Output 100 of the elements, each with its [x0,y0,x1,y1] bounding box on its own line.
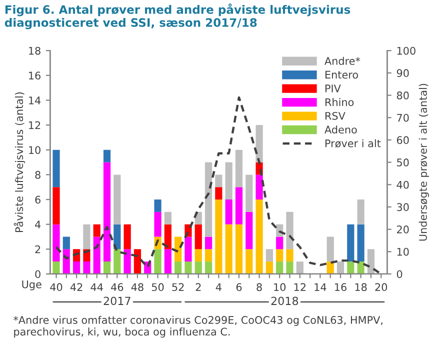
bar [347,262,354,274]
x-tick-label: 52 [172,283,184,292]
legend-label: Andre* [324,56,360,65]
y-tick-label: 12 [29,121,40,130]
bar [164,224,172,250]
y2-tick-label: 80 [396,92,409,100]
text: 2018 [271,296,298,306]
bar [93,236,100,274]
x-tick-label: 2 [196,283,201,291]
y-tick-label: 4 [35,220,41,228]
bar [256,174,263,200]
bar [225,224,232,274]
bar [174,236,182,262]
x-tick-label: 8 [256,283,262,292]
bar [93,224,100,237]
y-tick-label: 18 [29,46,40,55]
x-tick-label: 6 [236,283,242,292]
x-tick-label: 12 [294,283,306,291]
bar [174,262,182,274]
x-tick-label: 20 [375,283,388,292]
bar [164,249,172,274]
bar [215,174,222,188]
x-tick-label: 40 [50,283,62,292]
y-axis-title: Påviste luftvejsvirus (antal) [14,92,26,232]
bar [103,150,111,162]
y2-tick-label: 20 [396,226,409,234]
y-tick-label: 16 [29,72,40,80]
bar [266,262,273,274]
bar [204,249,212,262]
bar [235,187,243,224]
bar [194,224,202,250]
bar [276,262,284,274]
y2-tick-label: 100 [397,46,416,55]
y2-tick-label: 40 [396,180,409,189]
bar [194,249,202,262]
bar [256,200,263,274]
x-tick-label: 46 [111,283,124,292]
bar [114,249,121,274]
y2-tick-label: 50 [397,158,409,166]
bar [204,162,212,237]
y2-axis-title: Undersøgte prøver i alt (antal) [418,84,429,241]
bar [276,249,284,262]
bar [194,262,202,274]
legend-label: PIV [325,84,341,92]
bar [296,262,304,274]
bar [367,249,375,274]
bar [134,249,142,274]
bar [246,174,253,212]
x-tick-label: 50 [152,283,164,292]
x-tick-label: 16 [335,283,346,292]
bar [52,187,60,224]
y-tick-label: 10 [29,146,40,154]
y2-tick-label: 90 [396,69,409,78]
bar [103,262,111,274]
bar [154,200,162,212]
bar [124,224,131,250]
legend-label: Rhino [325,98,354,106]
bar [62,236,70,250]
bar [215,200,222,274]
bar [154,212,162,237]
bar [225,162,232,200]
bar [326,236,334,262]
x-tick-label: 10 [274,283,286,292]
bar [164,212,172,224]
y-tick-label: 8 [35,170,40,179]
bar [103,162,111,262]
bar [83,224,90,250]
bar [286,212,294,250]
bar [52,224,60,262]
bar [336,262,344,274]
bar [246,212,253,250]
y-tick-label: 2 [35,245,40,254]
bar [286,262,294,274]
bar [266,249,273,262]
bar [347,224,354,262]
bar [286,249,294,262]
y2-tick-label: 10 [397,248,409,256]
y2-tick-label: 0 [396,270,402,278]
x-tick-label: 44 [90,283,103,291]
chart-title: Figur 6. Antal prøver med andre påviste luftvejsvirus diagnosticeret ved SSI, sæson 2017/18 [4,3,350,30]
bar [114,174,121,224]
text: *Andre virus omfatter coronavirus Co299E, CoOC43 og CoNL63, HMPV, parechovirus, ki, wu, boca og influenza C. [14,316,382,338]
x-axis-title: Uge [22,280,42,290]
bar [184,236,192,262]
bar [83,262,90,274]
legend-label: Prøver i alt [325,139,381,148]
bar [204,262,212,274]
bar [73,262,80,274]
bar [215,187,222,200]
bar [52,262,60,274]
legend-label: Adeno [324,125,357,134]
bar [235,150,243,188]
x-tick-label: 42 [70,283,82,291]
x-tick-label: 14 [314,283,326,291]
legend-label: Entero [325,70,358,79]
bar [204,236,212,250]
x-tick-label: 4 [216,283,222,291]
bar [276,236,284,250]
y-tick-label: 14 [29,96,41,104]
y-tick-label: 0 [35,270,40,278]
